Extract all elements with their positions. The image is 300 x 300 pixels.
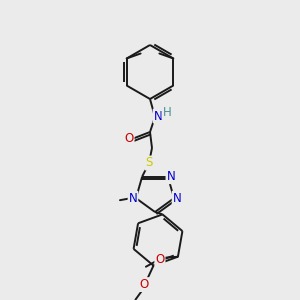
Text: O: O: [155, 253, 164, 266]
Text: N: N: [167, 170, 175, 183]
Text: N: N: [154, 110, 162, 122]
Text: O: O: [124, 133, 134, 146]
Text: H: H: [163, 106, 171, 118]
Text: S: S: [145, 157, 153, 169]
Text: O: O: [140, 278, 149, 291]
Text: N: N: [172, 192, 182, 205]
Text: N: N: [129, 192, 137, 205]
